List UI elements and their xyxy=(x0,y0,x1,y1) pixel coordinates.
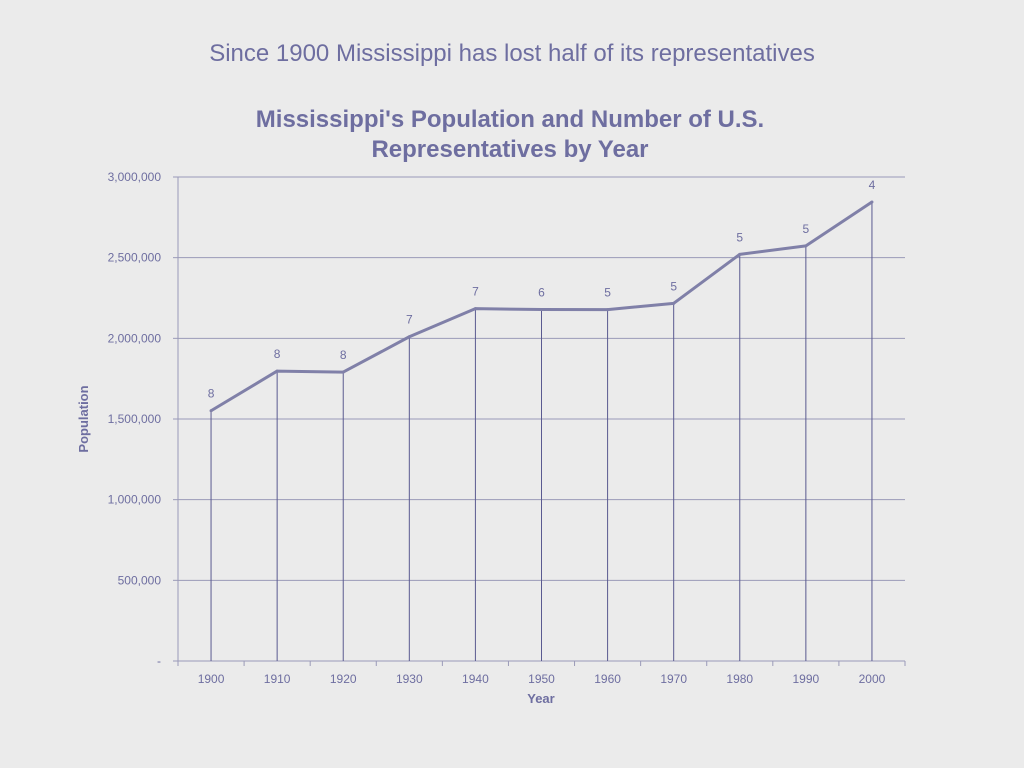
y-axis-label: Population xyxy=(76,385,91,452)
data-label-representatives: 5 xyxy=(803,222,810,236)
y-tick-label: 500,000 xyxy=(118,573,162,587)
axes xyxy=(173,176,906,666)
y-tick-label: 2,500,000 xyxy=(108,251,162,265)
y-tick-label: 1,500,000 xyxy=(108,412,162,426)
data-label-representatives: 8 xyxy=(340,348,347,362)
x-tick-label: 1920 xyxy=(330,672,357,686)
x-tick-labels: 1900 1910 1920 1930 1940 1950 1960 1970 1980 1990… xyxy=(198,672,886,686)
data-point xyxy=(209,409,213,413)
data-label-representatives: 8 xyxy=(208,387,215,401)
data-label-representatives: 5 xyxy=(604,286,611,300)
x-tick-label: 1950 xyxy=(528,672,555,686)
x-tick-label: 1910 xyxy=(264,672,291,686)
data-point xyxy=(275,369,279,373)
data-label-representatives: 8 xyxy=(274,347,281,361)
data-point xyxy=(407,335,411,339)
x-axis-label: Year xyxy=(527,691,554,706)
data-labels: 8 8 8 7 7 6 5 5 5 5 4 xyxy=(208,178,876,401)
y-tick-label: 2,000,000 xyxy=(108,331,162,345)
x-tick-label: 1900 xyxy=(198,672,225,686)
data-label-representatives: 7 xyxy=(472,285,479,299)
y-tick-label: 3,000,000 xyxy=(108,170,162,184)
slide-title: Since 1900 Mississippi has lost half of … xyxy=(209,40,815,67)
data-label-representatives: 5 xyxy=(736,230,743,244)
data-point xyxy=(341,370,345,374)
x-tick-label: 2000 xyxy=(859,672,886,686)
data-point xyxy=(606,308,610,312)
y-tick-labels: - 500,000 1,000,000 1,500,000 2,000,000 2,500… xyxy=(108,170,162,668)
data-point xyxy=(738,252,742,256)
x-tick-label: 1980 xyxy=(726,672,753,686)
x-tick-label: 1930 xyxy=(396,672,423,686)
chart-title: Mississippi's Population and Number of U… xyxy=(200,105,820,165)
data-point xyxy=(870,200,874,204)
x-tick-label: 1990 xyxy=(793,672,820,686)
x-tick-label: 1970 xyxy=(660,672,687,686)
data-label-representatives: 6 xyxy=(538,285,545,299)
series-population xyxy=(209,200,874,413)
drop-lines xyxy=(210,202,873,661)
y-tick-label: - xyxy=(157,654,161,668)
x-tick-label: 1940 xyxy=(462,672,489,686)
chart-title-line-1: Mississippi's Population and Number of U… xyxy=(255,106,765,133)
data-point xyxy=(672,301,676,305)
data-point xyxy=(540,307,543,311)
x-tick-label: 1960 xyxy=(594,672,621,686)
data-point xyxy=(473,307,477,311)
data-label-representatives: 7 xyxy=(406,313,413,327)
data-label-representatives: 4 xyxy=(869,178,876,192)
y-tick-label: 1,000,000 xyxy=(108,493,162,507)
data-point xyxy=(804,244,808,248)
chart-title-line-2: Representatives by Year xyxy=(371,136,649,163)
data-label-representatives: 5 xyxy=(670,279,677,293)
